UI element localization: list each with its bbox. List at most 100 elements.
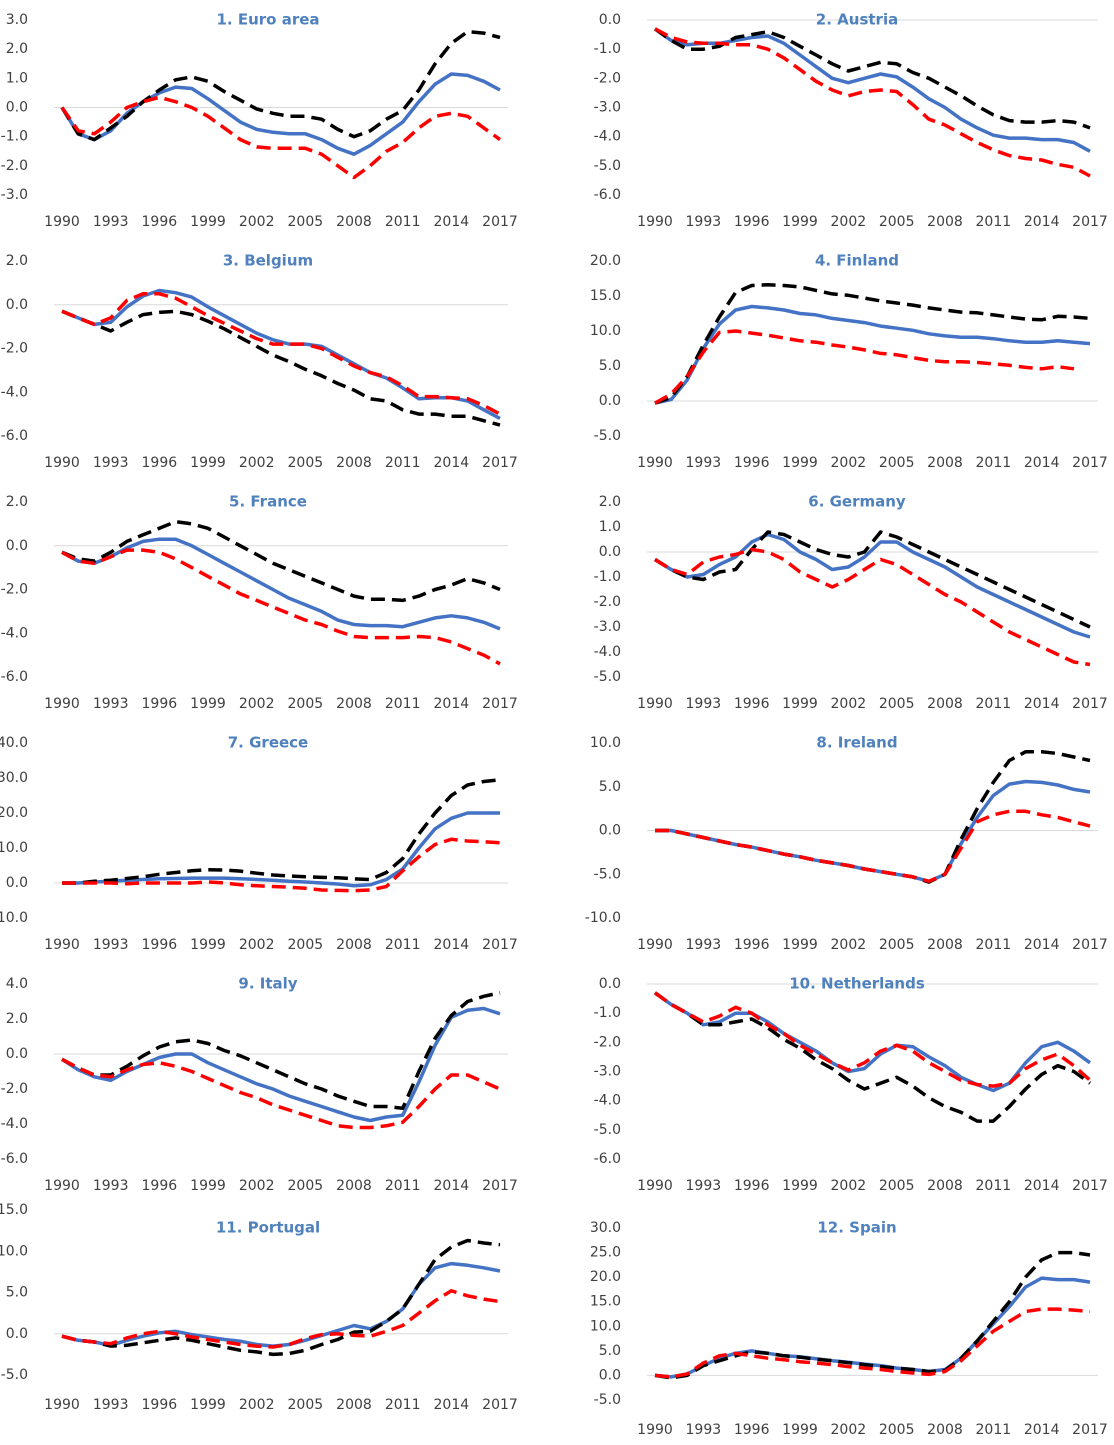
x-tick-label: 1990 xyxy=(637,455,673,471)
x-tick-label: 1993 xyxy=(686,455,722,471)
x-tick-label: 2017 xyxy=(482,455,518,471)
series-line xyxy=(654,27,1091,178)
x-tick-label: 2017 xyxy=(1072,696,1108,712)
x-tick-label: 1993 xyxy=(686,696,722,712)
y-tick-label: 10.0 xyxy=(590,735,621,751)
x-tick-label: 2002 xyxy=(239,214,275,230)
y-tick-label: 4.0 xyxy=(6,976,28,992)
x-tick-label: 2011 xyxy=(385,937,421,953)
x-tick-label: 2008 xyxy=(927,937,963,953)
x-tick-label: 2008 xyxy=(927,1422,963,1438)
x-tick-label: 2005 xyxy=(879,1422,915,1438)
x-tick-label: 2011 xyxy=(976,455,1012,471)
x-tick-label: 1993 xyxy=(93,455,129,471)
y-tick-label: 10.0 xyxy=(0,840,28,856)
x-tick-label: 2017 xyxy=(1072,1178,1108,1194)
y-tick-label: 0.0 xyxy=(6,1326,28,1342)
x-tick-label: 1990 xyxy=(44,1178,80,1194)
y-tick-label: -1.0 xyxy=(594,41,621,57)
x-tick-label: 1990 xyxy=(637,696,673,712)
y-tick-label: -6.0 xyxy=(1,428,28,444)
y-tick-label: -5.0 xyxy=(594,669,621,685)
series-line xyxy=(653,991,1092,1088)
series-line xyxy=(61,1057,501,1130)
x-tick-label: 1999 xyxy=(190,1397,226,1413)
x-tick-label: 2011 xyxy=(385,1178,421,1194)
x-tick-label: 1993 xyxy=(93,1178,129,1194)
chart-title: 2. Austria xyxy=(816,11,898,29)
x-tick-label: 2011 xyxy=(976,696,1012,712)
y-tick-label: 2.0 xyxy=(6,494,28,510)
x-tick-label: 2014 xyxy=(1024,214,1060,230)
x-tick-label: 2002 xyxy=(239,1397,275,1413)
y-tick-label: 5.0 xyxy=(599,1343,621,1359)
x-tick-label: 1993 xyxy=(93,214,129,230)
x-tick-label: 1999 xyxy=(782,696,818,712)
x-tick-label: 2014 xyxy=(434,1397,470,1413)
x-tick-label: 2005 xyxy=(288,1178,324,1194)
y-tick-label: -5.0 xyxy=(594,866,621,882)
y-tick-label: -3.0 xyxy=(1,187,28,203)
x-tick-label: 1999 xyxy=(190,1178,226,1194)
y-tick-label: -5.0 xyxy=(594,158,621,174)
x-tick-label: 1996 xyxy=(734,696,770,712)
series-line xyxy=(654,283,1091,405)
x-tick-label: 2011 xyxy=(385,1397,421,1413)
x-tick-label: 1990 xyxy=(44,214,80,230)
series-line xyxy=(62,778,501,885)
y-tick-label: -4.0 xyxy=(594,129,621,145)
x-tick-label: 1990 xyxy=(44,937,80,953)
x-tick-label: 2014 xyxy=(434,455,470,471)
y-tick-label: -5.0 xyxy=(594,1392,621,1408)
x-tick-label: 2002 xyxy=(831,937,867,953)
y-tick-label: 0.0 xyxy=(599,544,621,560)
x-tick-label: 2008 xyxy=(336,696,372,712)
x-tick-label: 2014 xyxy=(1024,1422,1060,1438)
y-tick-label: 0.0 xyxy=(599,823,621,839)
x-tick-label: 1996 xyxy=(142,1178,178,1194)
series-line xyxy=(653,27,1091,130)
x-tick-label: 1999 xyxy=(190,696,226,712)
y-tick-label: 20.0 xyxy=(590,253,621,269)
y-tick-label: 1.0 xyxy=(599,519,621,535)
y-tick-label: -6.0 xyxy=(1,669,28,685)
x-tick-label: 1999 xyxy=(782,1178,818,1194)
chart-title: 7. Greece xyxy=(228,734,308,752)
y-tick-label: -5.0 xyxy=(1,1367,28,1383)
y-tick-label: -1.0 xyxy=(1,129,28,145)
y-tick-label: 2.0 xyxy=(6,253,28,269)
x-tick-label: 2008 xyxy=(336,937,372,953)
x-tick-label: 2011 xyxy=(385,455,421,471)
y-tick-label: -4.0 xyxy=(594,1093,621,1109)
y-tick-label: -4.0 xyxy=(1,625,28,641)
y-tick-label: -4.0 xyxy=(1,1116,28,1132)
y-tick-label: -6.0 xyxy=(594,187,621,203)
y-tick-label: -5.0 xyxy=(594,1122,621,1138)
y-tick-label: 40.0 xyxy=(0,735,28,751)
y-tick-label: -10.0 xyxy=(585,910,621,926)
x-tick-label: 1999 xyxy=(782,1422,818,1438)
y-tick-label: 2.0 xyxy=(6,41,28,57)
x-tick-label: 2014 xyxy=(434,937,470,953)
y-tick-label: 0.0 xyxy=(6,1046,28,1062)
x-tick-label: 2002 xyxy=(831,1178,867,1194)
y-tick-label: 15.0 xyxy=(590,1294,621,1310)
y-tick-label: 0.0 xyxy=(599,393,621,409)
chart-title: 10. Netherlands xyxy=(789,975,925,993)
x-tick-label: 2014 xyxy=(434,696,470,712)
x-tick-label: 2017 xyxy=(482,1178,518,1194)
x-tick-label: 2002 xyxy=(831,1422,867,1438)
x-tick-label: 2005 xyxy=(879,214,915,230)
y-tick-label: -3.0 xyxy=(594,1064,621,1080)
y-tick-label: -1.0 xyxy=(594,1005,621,1021)
y-tick-label: 20.0 xyxy=(0,805,28,821)
y-tick-label: 0.0 xyxy=(6,538,28,554)
x-tick-label: 1990 xyxy=(44,1397,80,1413)
y-tick-label: 10.0 xyxy=(590,1318,621,1334)
x-tick-label: 2017 xyxy=(482,214,518,230)
x-tick-label: 2008 xyxy=(336,455,372,471)
y-tick-label: 30.0 xyxy=(0,770,28,786)
x-tick-label: 2002 xyxy=(239,696,275,712)
series-line xyxy=(654,1250,1091,1380)
x-tick-label: 2005 xyxy=(288,696,324,712)
